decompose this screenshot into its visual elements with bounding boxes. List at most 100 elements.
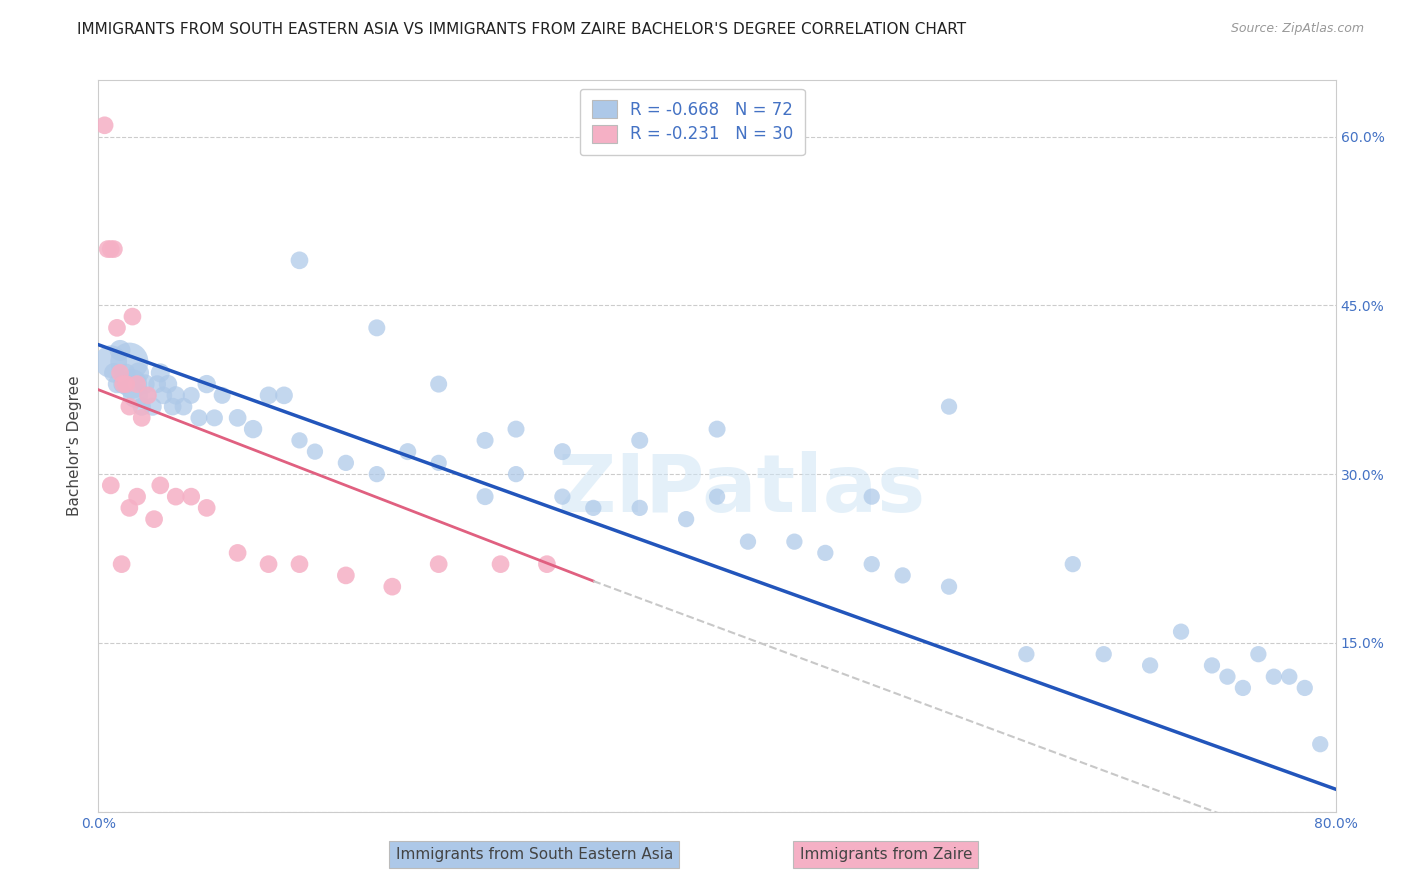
Point — [505, 467, 527, 482]
Point — [195, 500, 218, 515]
Point — [273, 388, 295, 402]
Point — [134, 377, 156, 392]
Point — [938, 580, 960, 594]
Point — [1294, 681, 1316, 695]
Point — [304, 444, 326, 458]
Point — [288, 253, 311, 268]
Point — [143, 512, 166, 526]
Point — [165, 388, 187, 402]
Point — [131, 410, 153, 425]
Point — [204, 410, 226, 425]
Point — [100, 478, 122, 492]
Point — [188, 410, 211, 425]
Point — [706, 422, 728, 436]
Point — [737, 534, 759, 549]
Y-axis label: Bachelor's Degree: Bachelor's Degree — [67, 376, 83, 516]
Point — [180, 388, 202, 402]
Point — [118, 400, 141, 414]
Point — [162, 400, 184, 414]
Point — [783, 534, 806, 549]
Point — [226, 410, 249, 425]
Point — [115, 377, 138, 392]
Point — [335, 568, 357, 582]
Point — [814, 546, 837, 560]
Point — [1216, 670, 1239, 684]
Point — [121, 310, 143, 324]
Point — [427, 377, 450, 392]
Text: Immigrants from South Eastern Asia: Immigrants from South Eastern Asia — [395, 847, 673, 862]
Point — [536, 557, 558, 571]
Point — [118, 500, 141, 515]
Point — [427, 456, 450, 470]
Point — [335, 456, 357, 470]
Point — [860, 557, 883, 571]
Point — [675, 512, 697, 526]
Point — [1062, 557, 1084, 571]
Text: IMMIGRANTS FROM SOUTH EASTERN ASIA VS IMMIGRANTS FROM ZAIRE BACHELOR'S DEGREE CO: IMMIGRANTS FROM SOUTH EASTERN ASIA VS IM… — [77, 22, 966, 37]
Point — [1139, 658, 1161, 673]
Point — [152, 388, 174, 402]
Legend: R = -0.668   N = 72, R = -0.231   N = 30: R = -0.668 N = 72, R = -0.231 N = 30 — [579, 88, 804, 155]
Point — [121, 377, 143, 392]
Point — [582, 500, 605, 515]
Point — [136, 388, 159, 402]
Point — [242, 422, 264, 436]
Point — [108, 343, 131, 358]
Point — [474, 490, 496, 504]
Point — [1015, 647, 1038, 661]
Point — [100, 242, 122, 256]
Point — [1263, 670, 1285, 684]
Point — [628, 434, 651, 448]
Point — [366, 467, 388, 482]
Point — [112, 377, 135, 392]
Point — [127, 377, 149, 392]
Point — [127, 490, 149, 504]
Point — [706, 490, 728, 504]
Point — [288, 557, 311, 571]
Point — [128, 366, 150, 380]
Text: ZIPatlas: ZIPatlas — [558, 450, 927, 529]
Point — [860, 490, 883, 504]
Point — [474, 434, 496, 448]
Point — [396, 444, 419, 458]
Point — [938, 400, 960, 414]
Point — [149, 478, 172, 492]
Point — [1247, 647, 1270, 661]
Point — [288, 434, 311, 448]
Point — [1232, 681, 1254, 695]
Point — [141, 400, 165, 414]
Point — [505, 422, 527, 436]
Point — [111, 557, 132, 571]
Point — [103, 242, 125, 256]
Point — [105, 321, 128, 335]
Point — [105, 377, 128, 392]
Point — [257, 388, 280, 402]
Point — [112, 377, 135, 392]
Point — [366, 321, 388, 335]
Point — [108, 366, 131, 380]
Point — [381, 580, 404, 594]
Point — [93, 118, 115, 132]
Point — [1170, 624, 1192, 639]
Text: Source: ZipAtlas.com: Source: ZipAtlas.com — [1230, 22, 1364, 36]
Point — [1278, 670, 1301, 684]
Point — [157, 377, 180, 392]
Point — [149, 366, 172, 380]
Point — [489, 557, 512, 571]
Point — [97, 242, 120, 256]
Point — [172, 400, 194, 414]
Point — [115, 366, 138, 380]
Point — [551, 444, 574, 458]
Point — [1309, 737, 1331, 751]
Point — [100, 354, 122, 368]
Point — [136, 388, 159, 402]
Point — [551, 490, 574, 504]
Point — [211, 388, 233, 402]
Point — [146, 377, 169, 392]
Point — [195, 377, 218, 392]
Point — [1092, 647, 1115, 661]
Point — [180, 490, 202, 504]
Point — [891, 568, 914, 582]
Point — [257, 557, 280, 571]
Point — [124, 388, 146, 402]
